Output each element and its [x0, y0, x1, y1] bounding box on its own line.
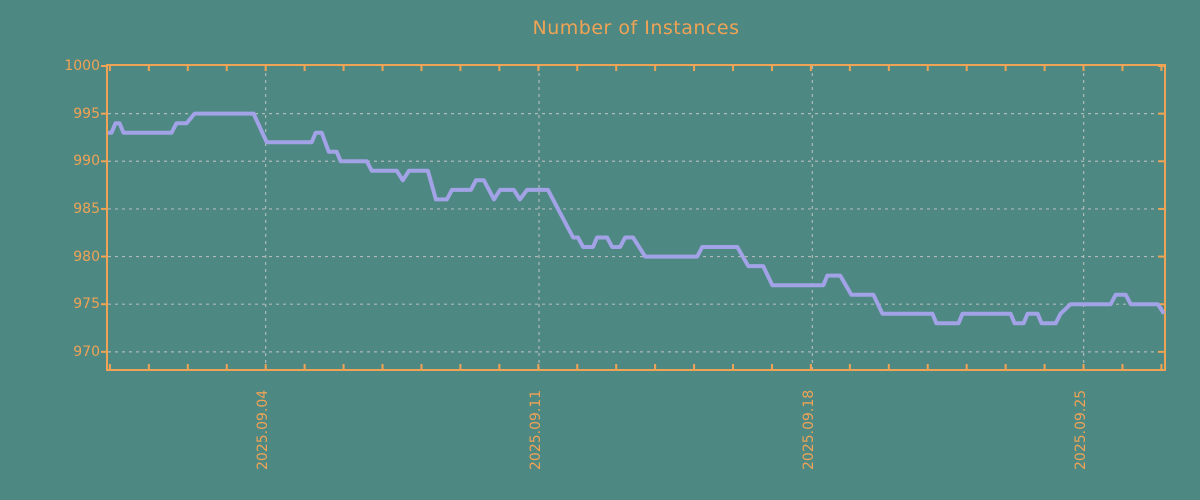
plot-area	[101, 64, 1166, 371]
y-tick-label: 975	[73, 296, 100, 313]
y-tick-label: 990	[73, 153, 100, 170]
chart-title: Number of Instances	[532, 17, 740, 39]
y-tick-label: 980	[73, 248, 100, 265]
chart-canvas	[101, 65, 1166, 369]
y-tick-label: 995	[73, 105, 100, 122]
y-tick-label: 1000	[64, 58, 100, 74]
series-line-instances	[108, 111, 1166, 326]
x-tick-label: 2025.09.18	[801, 389, 818, 470]
y-tick-label: 970	[73, 343, 100, 360]
x-tick-label: 2025.09.04	[254, 389, 271, 470]
x-tick-label: 2025.09.11	[528, 389, 545, 470]
y-tick-label: 985	[73, 200, 100, 217]
x-tick-label: 2025.09.25	[1072, 389, 1089, 470]
